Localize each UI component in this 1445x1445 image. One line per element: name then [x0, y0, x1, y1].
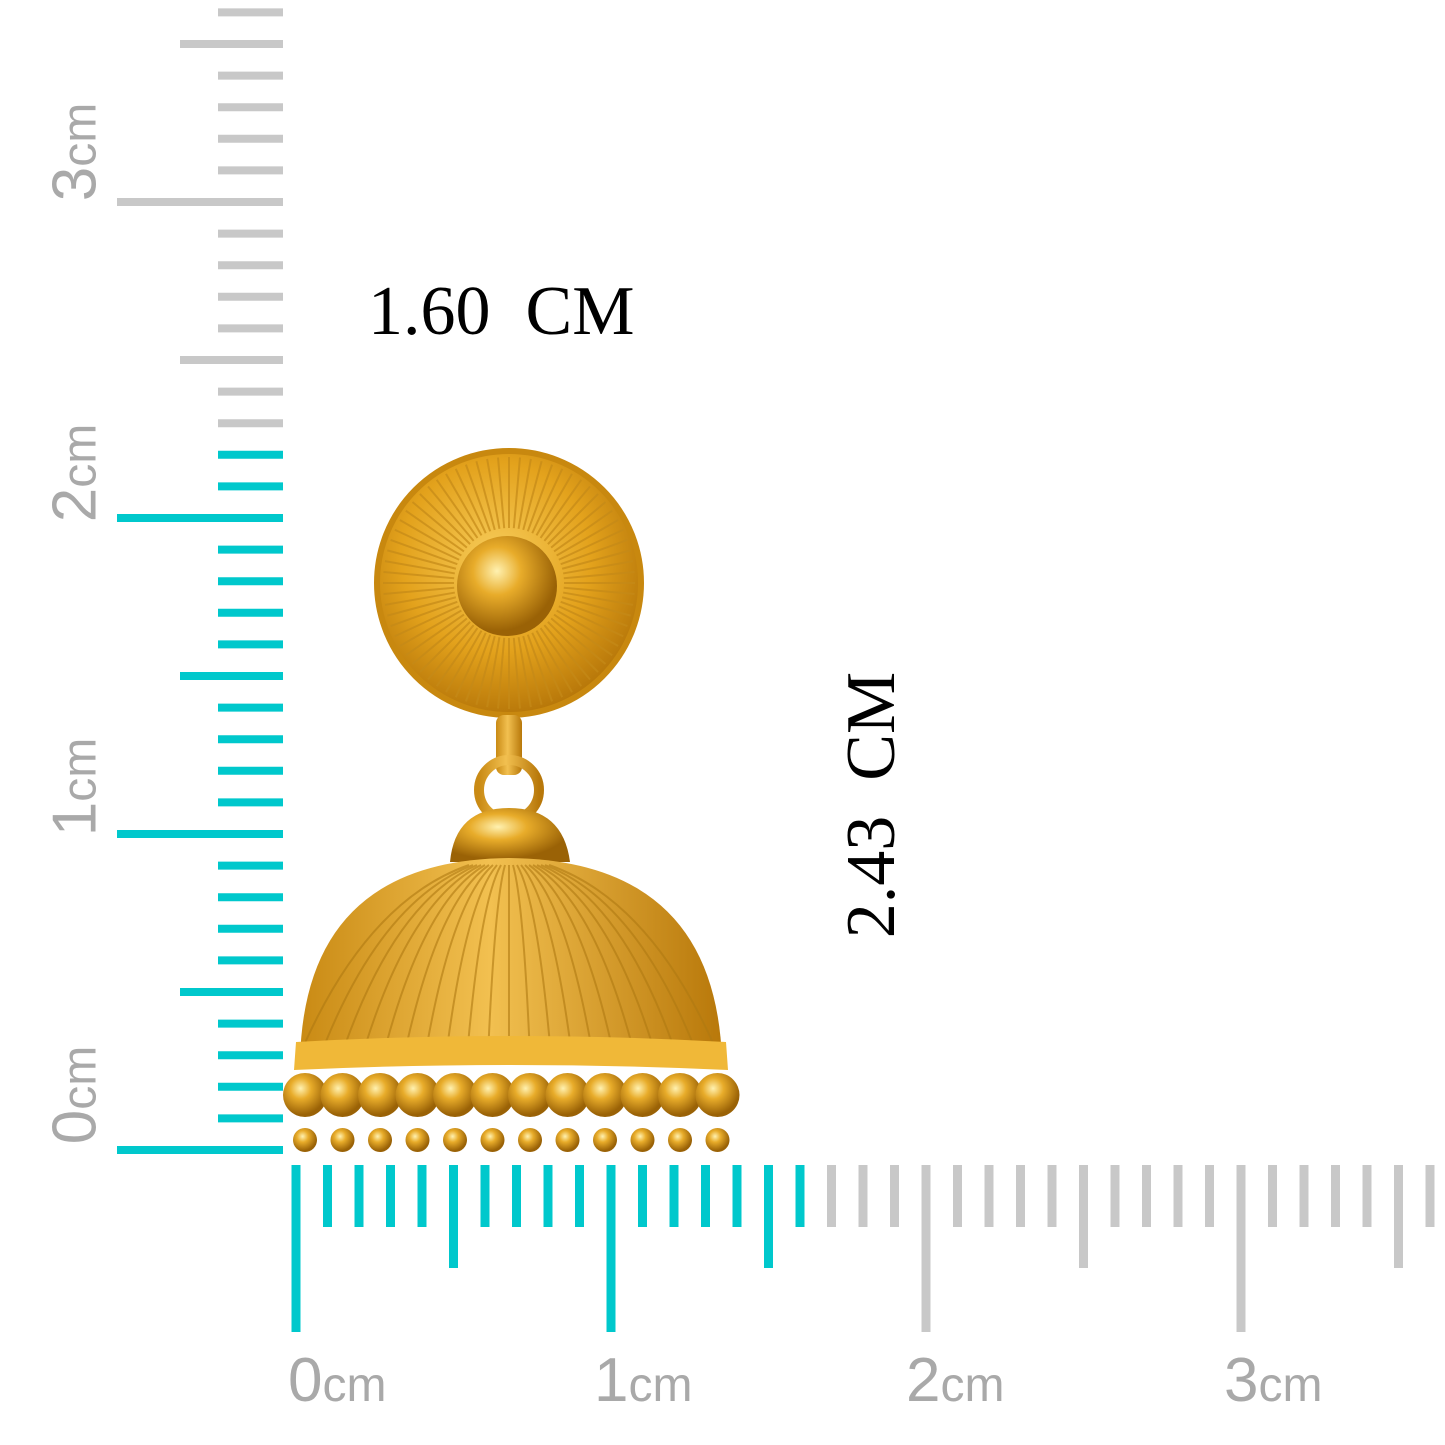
bead [433, 1073, 477, 1117]
bead [330, 1128, 355, 1152]
bead [630, 1128, 655, 1152]
bead [283, 1073, 327, 1117]
connector-link [474, 715, 544, 825]
bead [368, 1128, 392, 1152]
bead [405, 1128, 430, 1152]
bead [620, 1073, 665, 1117]
bead [480, 1128, 505, 1152]
jhumka-bell [283, 808, 740, 1152]
v-ruler-label-3: 3cm [40, 102, 110, 202]
v-ruler-label-2: 2cm [40, 423, 110, 523]
bead [358, 1073, 402, 1117]
bead [518, 1128, 542, 1152]
bead [320, 1073, 365, 1117]
stud-top [374, 448, 644, 718]
bead [508, 1073, 552, 1117]
bead [395, 1073, 440, 1117]
bead [545, 1073, 590, 1117]
width-dimension-label: 1.60 CM [368, 273, 635, 350]
height-dimension-label: 2.43 CM [833, 671, 910, 939]
h-ruler-label-2: 2cm [906, 1346, 1005, 1415]
bead [593, 1128, 617, 1152]
bead [668, 1128, 692, 1152]
bead [443, 1128, 467, 1152]
bead [658, 1073, 702, 1117]
bead [583, 1073, 627, 1117]
bead [695, 1073, 740, 1117]
bead [470, 1073, 515, 1117]
bead [293, 1128, 317, 1152]
h-ruler-label-1: 1cm [594, 1346, 693, 1415]
bead [705, 1128, 730, 1152]
h-ruler-label-0: 0cm [288, 1346, 387, 1415]
bead [555, 1128, 580, 1152]
v-ruler-label-0: 0cm [40, 1045, 110, 1145]
v-ruler-label-1: 1cm [40, 737, 110, 837]
h-ruler-label-3: 3cm [1224, 1346, 1323, 1415]
